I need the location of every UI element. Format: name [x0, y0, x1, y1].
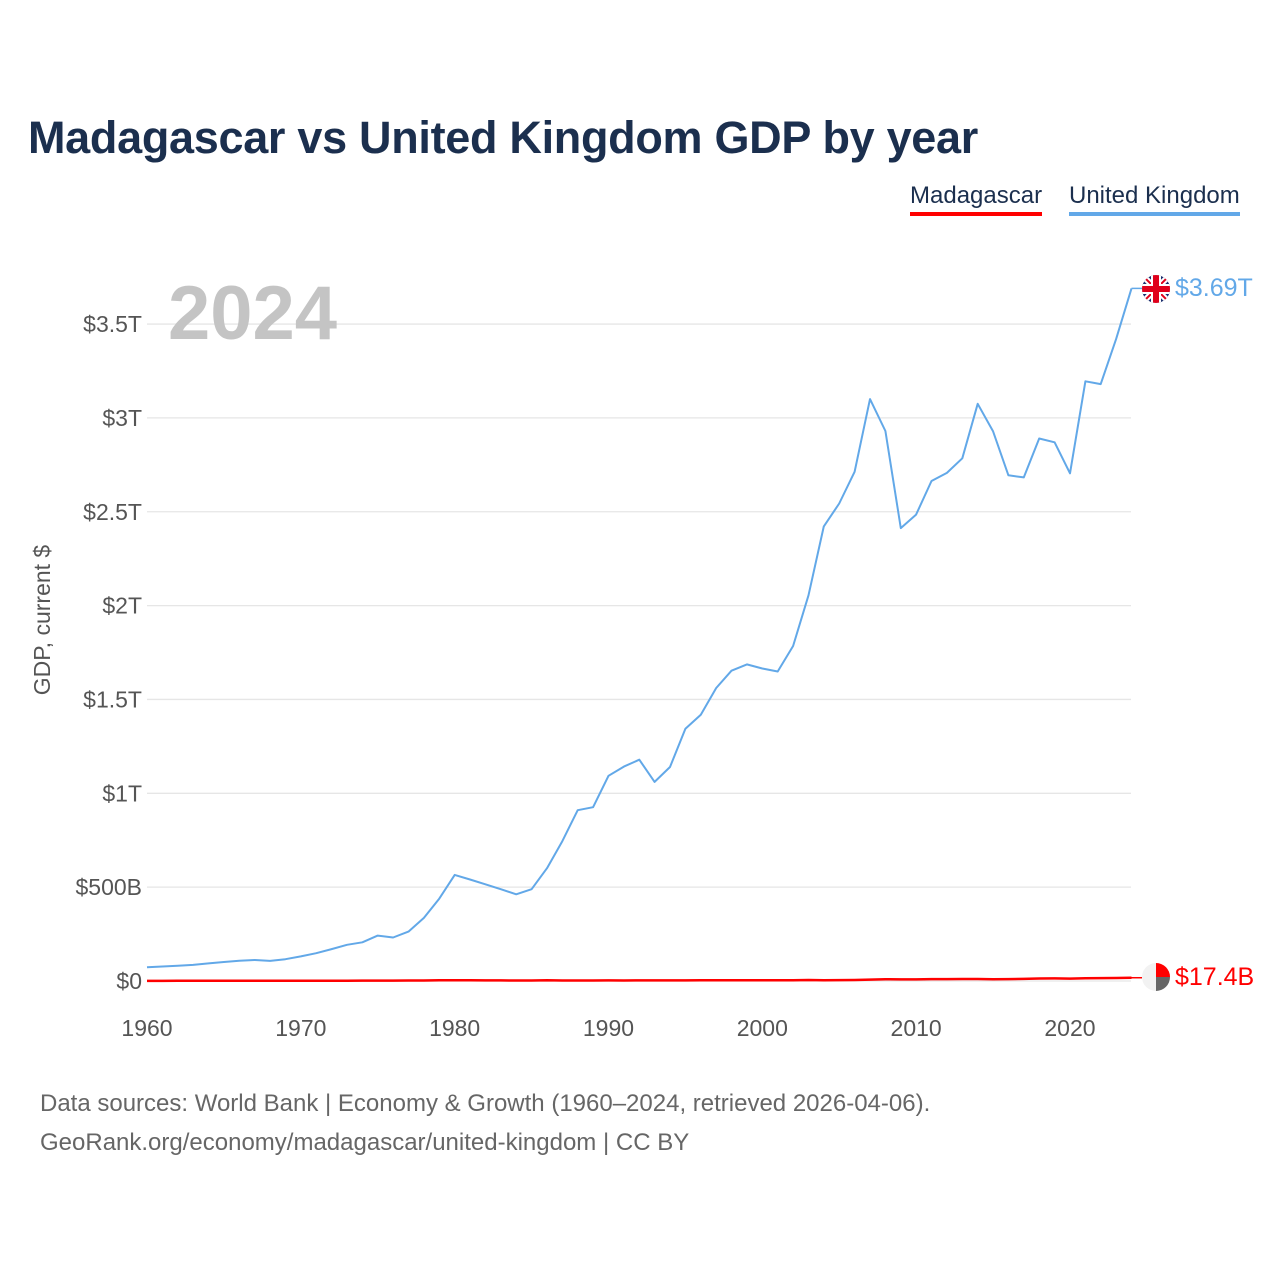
data-source-text: Data sources: World Bank | Economy & Gro… [40, 1090, 931, 1117]
y-tick-label: $2.5T [83, 499, 142, 525]
uk-flag-icon [1142, 275, 1170, 303]
year-watermark: 2024 [168, 271, 337, 356]
x-tick-label: 1970 [275, 1015, 326, 1041]
x-tick-label: 2020 [1044, 1015, 1095, 1041]
y-tick-label: $3.5T [83, 311, 142, 337]
footer: Data sources: World Bank | Economy & Gro… [40, 1084, 930, 1162]
x-tick-label: 2010 [891, 1015, 942, 1041]
y-tick-label: $3T [102, 405, 142, 431]
legend-madagascar[interactable]: Madagascar [910, 182, 1043, 216]
y-tick-label: $1.5T [83, 686, 142, 712]
y-axis-label: GDP, current $ [29, 545, 55, 696]
y-tick-label: $0 [116, 968, 142, 994]
x-tick-label: 1990 [583, 1015, 634, 1041]
madagascar-end-label: $17.4B [1175, 963, 1254, 991]
legend-united-kingdom[interactable]: United Kingdom [1069, 182, 1240, 216]
series-line-united-kingdom[interactable] [146, 288, 1133, 969]
x-tick-label: 1960 [121, 1015, 172, 1041]
y-tick-label: $500B [75, 874, 142, 900]
y-tick-label: $2T [102, 593, 142, 619]
madagascar-flag-icon [1142, 963, 1170, 991]
series-line-madagascar[interactable] [147, 976, 1132, 983]
source-link[interactable]: GeoRank.org/economy/madagascar/united-ki… [40, 1129, 690, 1156]
y-tick-label: $1T [102, 780, 142, 806]
x-tick-label: 2000 [737, 1015, 788, 1041]
chart-title: Madagascar vs United Kingdom GDP by year [28, 112, 978, 163]
uk-end-label: $3.69T [1175, 274, 1253, 302]
x-tick-label: 1980 [429, 1015, 480, 1041]
